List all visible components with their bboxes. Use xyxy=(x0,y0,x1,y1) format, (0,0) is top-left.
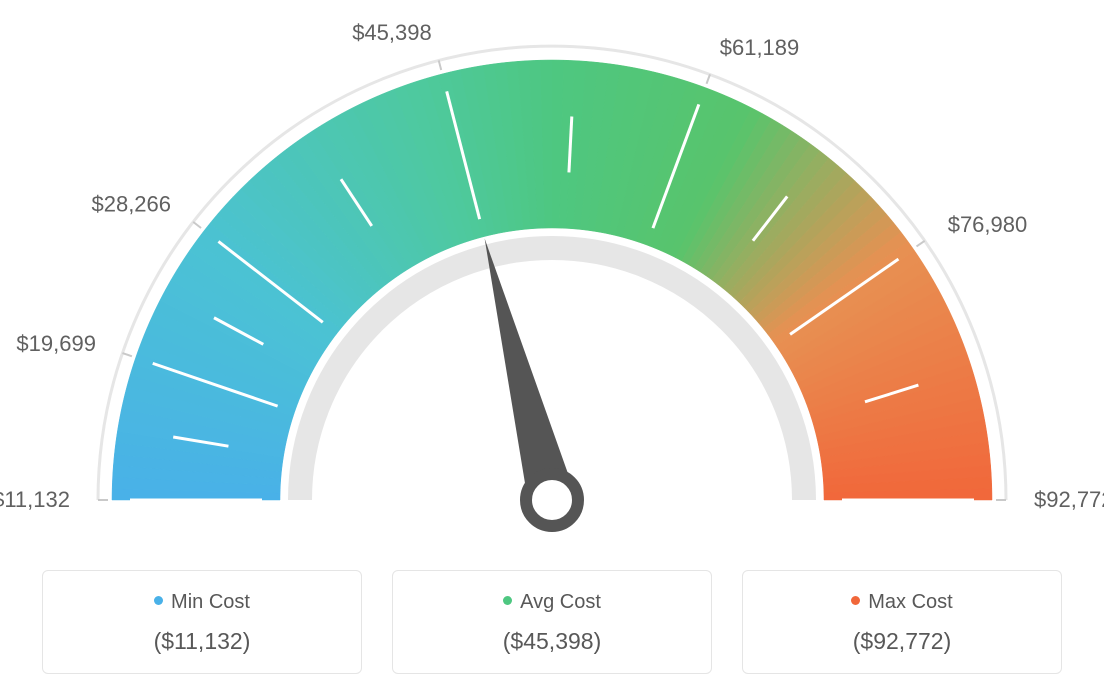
gauge-tick-label: $28,266 xyxy=(91,192,171,217)
legend-card-avg: Avg Cost ($45,398) xyxy=(392,570,712,674)
legend-card-min: Min Cost ($11,132) xyxy=(42,570,362,674)
legend-row: Min Cost ($11,132) Avg Cost ($45,398) Ma… xyxy=(0,560,1104,674)
gauge-tick-label: $45,398 xyxy=(352,20,432,45)
gauge-tick-label: $19,699 xyxy=(16,331,96,356)
legend-label-text: Max Cost xyxy=(868,591,952,613)
legend-value-avg: ($45,398) xyxy=(403,628,701,655)
dot-icon xyxy=(851,596,860,605)
gauge-chart: $11,132 $19,699 $28,266 $45,398 $61,189 $76,9… xyxy=(0,0,1104,560)
gauge-tick-label: $76,980 xyxy=(948,212,1028,237)
legend-label-max: Max Cost xyxy=(753,591,1051,614)
legend-label-avg: Avg Cost xyxy=(403,591,701,614)
gauge-tick-label: $92,772 xyxy=(1034,487,1104,512)
legend-value-min: ($11,132) xyxy=(53,628,351,655)
gauge-svg: $11,132 $19,699 $28,266 $45,398 $61,189 $76,9… xyxy=(0,0,1104,560)
gauge-tick-label: $11,132 xyxy=(0,487,70,512)
legend-label-text: Avg Cost xyxy=(520,591,601,613)
legend-card-max: Max Cost ($92,772) xyxy=(742,570,1062,674)
dot-icon xyxy=(154,596,163,605)
gauge-tick-label: $61,189 xyxy=(720,35,800,60)
legend-value-max: ($92,772) xyxy=(753,628,1051,655)
legend-label-min: Min Cost xyxy=(53,591,351,614)
legend-label-text: Min Cost xyxy=(171,591,250,613)
dot-icon xyxy=(503,596,512,605)
